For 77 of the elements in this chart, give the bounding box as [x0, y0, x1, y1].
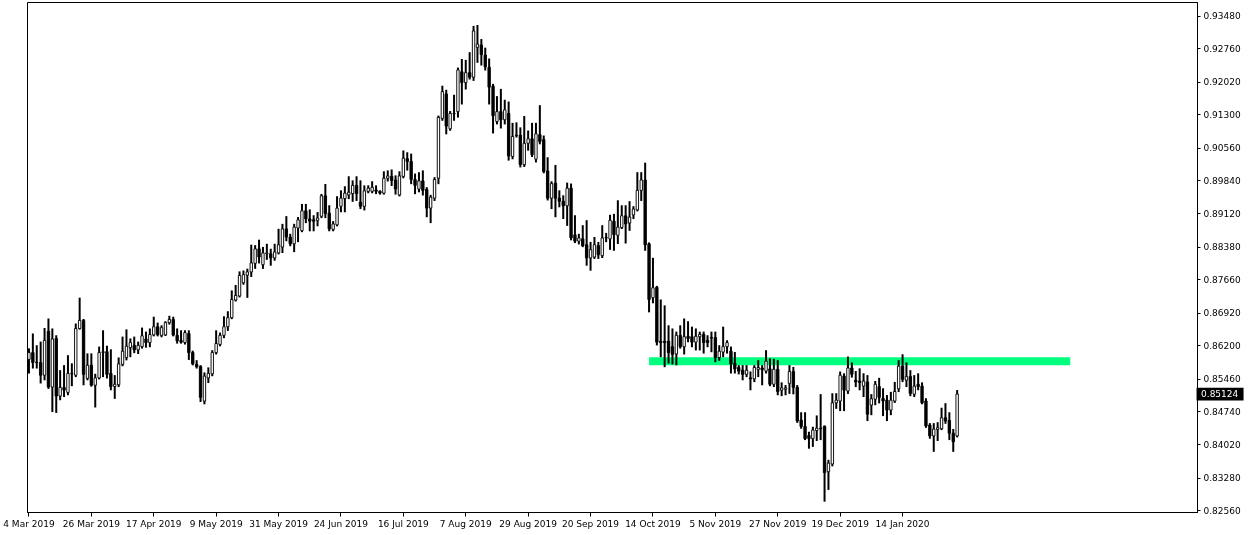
candlestick: [858, 368, 862, 391]
y-tick-label: 0.83280: [1203, 473, 1241, 484]
candlestick: [351, 180, 355, 202]
x-tick-label: 29 Aug 2019: [499, 518, 558, 529]
y-tick-label: 0.88380: [1203, 242, 1241, 253]
candlestick: [756, 360, 760, 378]
x-tick-label: 19 Dec 2019: [811, 518, 870, 529]
y-tick-label: 0.91300: [1203, 109, 1241, 120]
y-tick-label: 0.86920: [1203, 308, 1241, 319]
candlestick: [382, 171, 386, 195]
candlestick: [600, 225, 604, 258]
candlestick: [362, 185, 366, 211]
candlestick: [686, 321, 690, 343]
y-tick-label: 0.84740: [1203, 406, 1241, 417]
candlestick: [865, 375, 870, 422]
candlestick: [854, 371, 858, 388]
candlestick: [908, 370, 912, 397]
x-tick-label: 31 May 2019: [249, 518, 309, 529]
candlestick: [530, 122, 534, 157]
candlestick: [417, 172, 421, 193]
candlestick: [682, 318, 686, 355]
candlestick: [776, 360, 780, 396]
candlestick: [479, 39, 483, 66]
y-tick-label: 0.89120: [1203, 208, 1241, 219]
x-tick-label: 20 Sep 2019: [562, 518, 620, 529]
x-tick-label: 7 Aug 2019: [439, 518, 492, 529]
candlestick: [347, 176, 351, 200]
candlestick: [588, 241, 593, 271]
candlestick: [179, 330, 183, 344]
candlestick: [772, 358, 776, 388]
y-tick-label: 0.90560: [1203, 143, 1241, 154]
x-tick-label: 17 Apr 2019: [125, 518, 182, 529]
candlestick: [522, 116, 526, 167]
x-tick-label: 9 May 2019: [189, 518, 243, 529]
candlestick: [312, 215, 316, 232]
candlestick: [627, 201, 632, 231]
x-tick-label: 27 Nov 2019: [748, 518, 807, 529]
candlestick: [358, 180, 363, 210]
x-tick-label: 14 Oct 2019: [625, 518, 682, 529]
candlestick: [760, 365, 764, 386]
candlestick: [694, 328, 698, 351]
y-tick-label: 0.86200: [1203, 340, 1241, 351]
y-tick-label: 0.85460: [1203, 374, 1241, 385]
y-tick-label: 0.82560: [1203, 505, 1241, 516]
candlestick: [237, 271, 242, 298]
candlestick: [553, 164, 558, 218]
x-tick-label: 24 Jun 2019: [313, 518, 369, 529]
x-tick-label: 16 Jul 2019: [377, 518, 430, 529]
candlestick: [670, 328, 675, 365]
x-tick-label: 26 Mar 2019: [62, 518, 121, 529]
candlestick: [624, 205, 628, 244]
candlestick: [702, 331, 706, 354]
y-tick-label: 0.84020: [1203, 439, 1241, 450]
candlestick: [663, 305, 667, 368]
candlestick: [787, 365, 792, 394]
candlestick: [713, 331, 717, 363]
y-tick-label: 0.92020: [1203, 77, 1241, 88]
candlestick: [705, 335, 710, 348]
candlestick: [932, 423, 936, 452]
x-tick-label: 14 Jan 2020: [875, 518, 930, 529]
text: 0.85124: [1201, 389, 1239, 400]
y-tick-label: 0.87660: [1203, 274, 1241, 285]
y-tick-label: 0.89840: [1203, 175, 1241, 186]
x-tick-label: 4 Mar 2019: [3, 518, 55, 529]
candlestick: [101, 330, 105, 378]
candlestick: [499, 88, 503, 129]
candlestick: [635, 172, 639, 212]
y-tick-label: 0.92760: [1203, 43, 1241, 54]
y-tick-label: 0.93480: [1203, 11, 1241, 22]
candlestick: [39, 341, 43, 384]
candlestick: [608, 214, 612, 250]
candlestick: [66, 355, 70, 396]
candlestick: [31, 333, 35, 369]
candlestick: [471, 25, 476, 81]
x-tick-label: 5 Nov 2019: [689, 518, 742, 529]
candlestick: [721, 326, 725, 358]
candlestick: [62, 365, 66, 398]
